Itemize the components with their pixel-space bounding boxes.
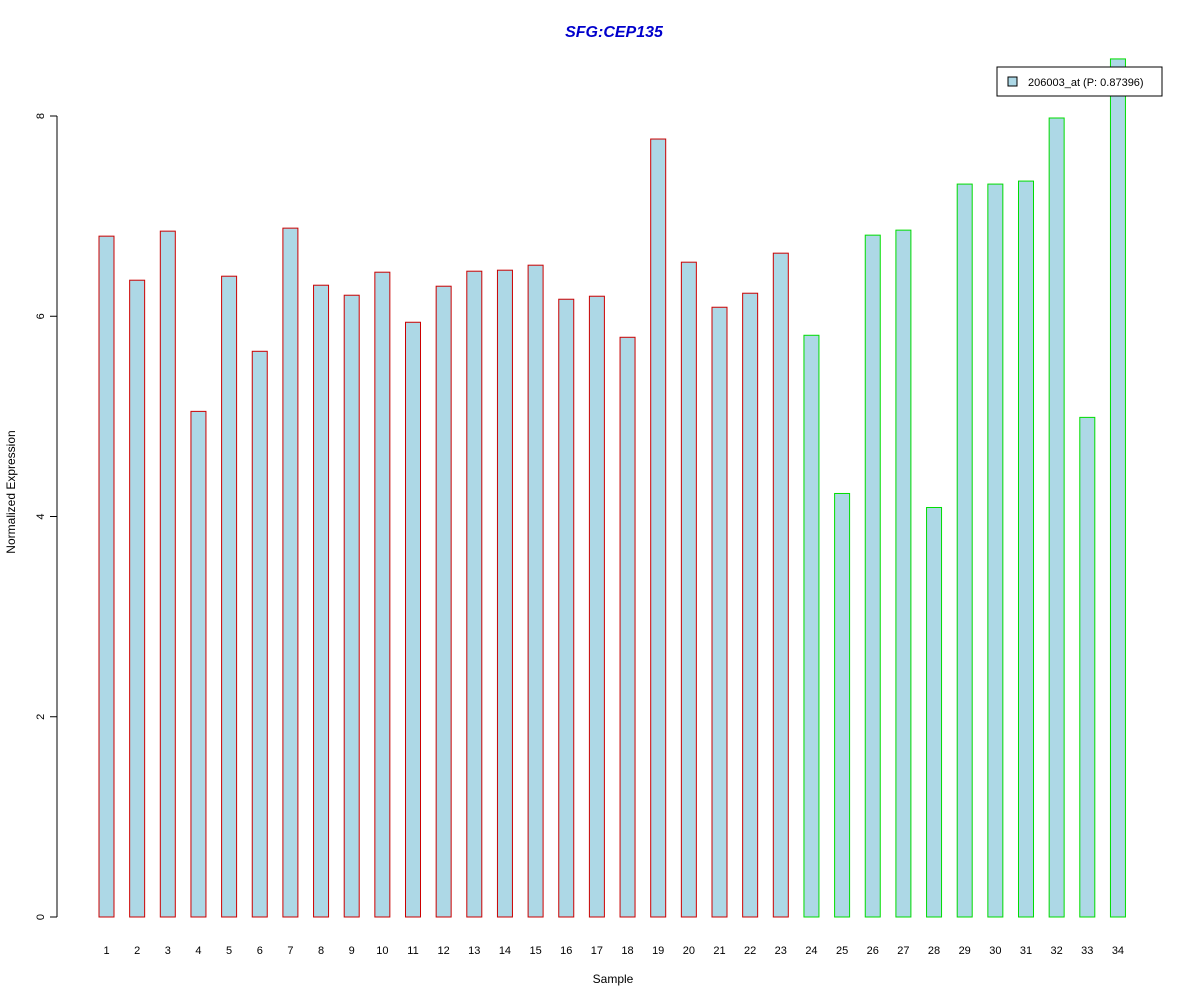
x-tick-label: 1: [103, 945, 109, 957]
x-axis-label: Sample: [593, 972, 634, 986]
bar-sample-19: [650, 138, 667, 918]
bar-sample-4: [190, 410, 207, 918]
legend-box: [996, 66, 1163, 97]
x-tick-label: 10: [376, 945, 388, 957]
y-axis-label: Normalized Expression: [4, 430, 18, 553]
bar-sample-18: [619, 336, 636, 918]
bar-sample-7: [282, 227, 299, 918]
bar-sample-6: [251, 350, 268, 918]
bar-sample-5: [221, 275, 238, 918]
y-tick-label: 8: [35, 113, 47, 119]
x-tick-label: 31: [1020, 945, 1032, 957]
x-tick-label: 16: [560, 945, 572, 957]
y-axis: 0 2 4 6 8: [35, 113, 58, 920]
x-tick-label: 32: [1051, 945, 1063, 957]
bar-sample-31: [1018, 180, 1034, 918]
x-tick-label: 3: [165, 945, 171, 957]
bar-sample-15: [527, 264, 544, 918]
x-tick-label: 6: [257, 945, 263, 957]
bar-sample-21: [711, 306, 728, 918]
x-tick-label: 34: [1112, 945, 1124, 957]
bar-sample-16: [558, 298, 575, 918]
bar-sample-20: [680, 261, 697, 918]
bar-sample-32: [1048, 117, 1065, 918]
bar-sample-27: [895, 229, 912, 918]
bar-sample-11: [405, 321, 421, 918]
y-tick-label: 0: [35, 914, 47, 920]
bar-sample-9: [343, 294, 360, 918]
x-tick-label: 33: [1081, 945, 1093, 957]
x-tick-label: 27: [897, 945, 909, 957]
x-tick-label: 29: [959, 945, 971, 957]
x-tick-label: 4: [195, 945, 201, 957]
bar-sample-28: [926, 506, 943, 918]
bar-sample-34: [1109, 58, 1126, 918]
x-tick-label: 19: [652, 945, 664, 957]
bar-sample-23: [772, 252, 789, 918]
chart-title: SFG:CEP135: [565, 24, 664, 41]
bar-sample-26: [864, 234, 881, 918]
x-tick-label: 30: [989, 945, 1001, 957]
bar-sample-12: [435, 285, 452, 918]
x-tick-label: 20: [683, 945, 695, 957]
x-tick-label: 5: [226, 945, 232, 957]
bar-sample-8: [313, 284, 330, 918]
x-tick-label: 12: [438, 945, 450, 957]
x-tick-label: 9: [349, 945, 355, 957]
x-tick-label: 25: [836, 945, 848, 957]
bar-sample-25: [834, 492, 851, 918]
bars: [98, 58, 1126, 918]
bar-sample-10: [374, 271, 391, 918]
x-tick-label: 2: [134, 945, 140, 957]
x-tick-label: 26: [867, 945, 879, 957]
x-tick-label: 15: [529, 945, 541, 957]
bar-sample-22: [742, 292, 759, 918]
y-tick-label: 6: [35, 313, 47, 319]
bar-sample-33: [1079, 416, 1096, 918]
x-tick-label: 23: [775, 945, 787, 957]
x-tick-label: 22: [744, 945, 756, 957]
x-tick-label: 13: [468, 945, 480, 957]
bar-sample-24: [803, 334, 820, 918]
bar-sample-3: [159, 230, 176, 918]
bar-sample-14: [496, 269, 513, 918]
y-tick-label: 4: [35, 513, 47, 519]
bar-sample-1: [98, 235, 115, 918]
x-tick-label: 18: [621, 945, 633, 957]
legend: 206003_at (P: 0.87396): [996, 66, 1163, 97]
x-tick-label: 7: [287, 945, 293, 957]
x-tick-label: 14: [499, 945, 511, 957]
bar-sample-29: [956, 183, 973, 918]
x-tick-label: 11: [407, 945, 418, 957]
bar-sample-30: [987, 183, 1004, 918]
legend-swatch: [1007, 76, 1018, 87]
bar-sample-2: [129, 279, 146, 918]
y-tick-label: 2: [35, 714, 47, 720]
x-tick-label: 24: [805, 945, 817, 957]
x-tick-label: 17: [591, 945, 603, 957]
bar-sample-17: [588, 295, 605, 918]
legend-label: 206003_at (P: 0.87396): [1028, 77, 1144, 89]
x-tick-label: 21: [713, 945, 725, 957]
x-tick-labels: 1 2 3 4 5 6 7 8 9 10 11 12 13 14 15 16 17 18 19 20 21 22 23 24 2…: [103, 945, 1124, 957]
x-tick-label: 28: [928, 945, 940, 957]
x-tick-label: 8: [318, 945, 324, 957]
bar-sample-13: [466, 270, 483, 918]
